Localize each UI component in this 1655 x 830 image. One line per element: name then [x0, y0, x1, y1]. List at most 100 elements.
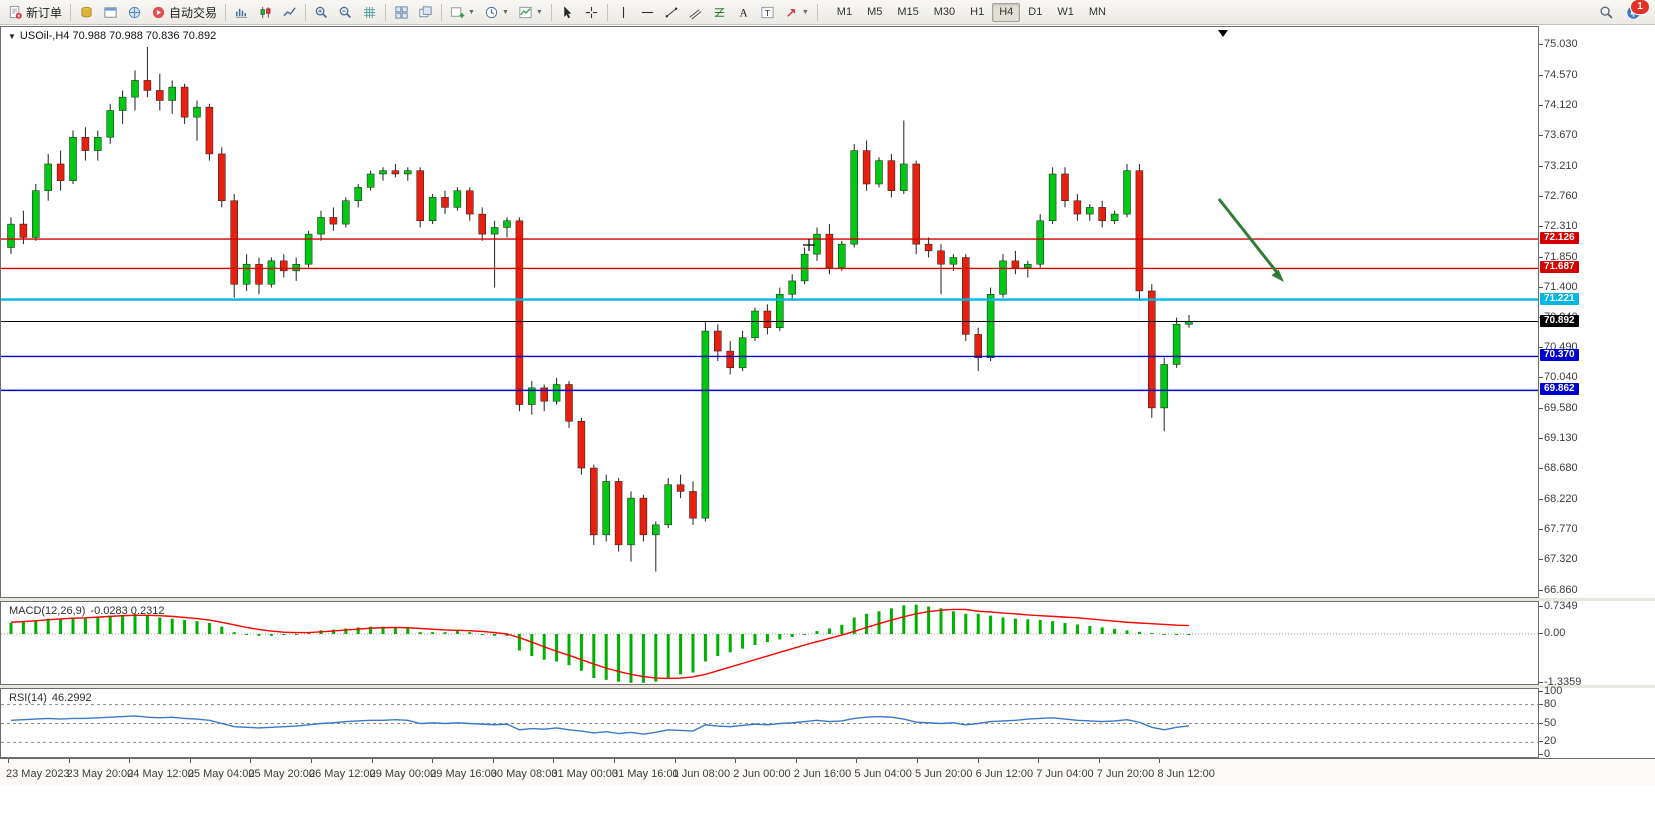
candle — [466, 187, 474, 221]
template-button[interactable]: ▼ — [514, 2, 547, 23]
macd-axis[interactable]: 0.7349 0.00 -1.3359 — [1539, 600, 1655, 688]
zoom-in-button[interactable] — [310, 2, 333, 23]
timeframe-h4[interactable]: H4 — [992, 2, 1021, 22]
notifications-button[interactable]: 1 — [1622, 0, 1650, 23]
macd-chart[interactable] — [1, 602, 1538, 684]
time-axis-tick — [674, 759, 676, 763]
rsi-axis[interactable]: 100 80 50 20 0 — [1539, 685, 1655, 760]
bar-chart-button[interactable] — [230, 2, 253, 23]
timeframe-d1[interactable]: D1 — [1021, 3, 1049, 22]
rsi-panel[interactable]: RSI(14) 46.2992 — [0, 688, 1539, 758]
price-axis-tick — [1539, 347, 1543, 349]
toolbar-separator — [305, 3, 307, 21]
toolbar-group: ▼ ▼ ▼ — [446, 2, 547, 23]
timeframe-mn[interactable]: MN — [1082, 3, 1113, 22]
candle-chart-button[interactable] — [254, 2, 277, 23]
candle — [714, 324, 722, 362]
candle — [962, 254, 970, 342]
candle — [404, 167, 412, 181]
line-chart-button[interactable] — [278, 2, 301, 23]
candle — [652, 521, 660, 572]
macd-panel[interactable]: MACD(12,26,9) -0.0283 0.2312 — [0, 601, 1539, 685]
time-axis-label: 7 Jun 04:00 — [1036, 768, 1094, 780]
candle — [552, 377, 561, 405]
crosshair-button[interactable] — [580, 2, 603, 23]
fibonacci-button[interactable] — [708, 2, 731, 23]
new-chart-button[interactable]: ▼ — [446, 2, 479, 23]
zoom-out-button[interactable] — [334, 2, 357, 23]
navigator-button[interactable] — [123, 2, 146, 23]
text-button[interactable]: A — [732, 2, 755, 23]
rsi-axis-label: 80 — [1544, 697, 1557, 710]
price-axis-tick — [1539, 468, 1543, 470]
search-icon — [1599, 5, 1614, 20]
timeframe-m1[interactable]: M1 — [830, 3, 859, 22]
trendline-button[interactable] — [660, 2, 683, 23]
time-axis-tick — [1038, 759, 1040, 763]
auto-trading-button[interactable]: 自动交易 — [147, 2, 221, 23]
candle — [528, 381, 536, 415]
time-axis-label: 23 May 20:00 — [66, 768, 134, 780]
candle — [887, 153, 896, 198]
timeframe-m30[interactable]: M30 — [927, 3, 962, 22]
price-axis-tick — [1539, 195, 1543, 197]
candle — [230, 194, 238, 298]
template-icon — [518, 5, 533, 20]
rsi-chart[interactable] — [1, 689, 1538, 757]
price-axis[interactable]: 75.030 74.570 74.120 73.670 73.210 72.760 72.3… — [1539, 26, 1655, 598]
search-button[interactable] — [1595, 2, 1618, 23]
chevron-down-icon: ▼ — [801, 8, 809, 16]
candle — [503, 217, 511, 238]
period-button[interactable]: ▼ — [480, 2, 513, 23]
candle — [94, 130, 102, 161]
bottom-spacer — [0, 785, 1655, 830]
toolbar-separator — [441, 3, 443, 21]
candle — [1172, 317, 1181, 368]
timeframe-h1[interactable]: H1 — [963, 3, 991, 22]
price-axis-tick — [1539, 286, 1543, 288]
vertical-line-button[interactable] — [612, 2, 635, 23]
cascade-windows-button[interactable] — [414, 2, 437, 23]
data-window-button[interactable] — [99, 2, 122, 23]
panel-splitter[interactable] — [0, 685, 1655, 688]
arrows-button[interactable]: ▼ — [780, 2, 813, 23]
candle — [924, 237, 933, 258]
navigator-icon — [127, 5, 142, 20]
candle — [1036, 214, 1044, 268]
time-axis-tick — [68, 759, 70, 763]
tile-windows-button[interactable] — [390, 2, 413, 23]
panel-splitter[interactable] — [0, 598, 1655, 601]
time-axis[interactable]: 23 May 2023 23 May 20:00 24 May 12:00 25 Ma… — [0, 758, 1655, 785]
macd-axis-label: 0.7349 — [1544, 600, 1578, 613]
main-chart-panel[interactable] — [0, 26, 1539, 598]
time-axis-label: 31 May 16:00 — [612, 768, 679, 780]
timeframe-m15[interactable]: M15 — [890, 3, 925, 22]
time-axis-tick — [1159, 759, 1161, 763]
rsi-axis-tick — [1539, 703, 1543, 705]
trend-arrow-annotation[interactable] — [1217, 198, 1284, 282]
candlestick-chart[interactable] — [1, 27, 1538, 597]
toolbar-group: 新订单 — [4, 2, 66, 23]
candle — [428, 194, 437, 225]
macd-axis-label: 0.00 — [1544, 627, 1566, 639]
price-axis-label: 72.310 — [1544, 219, 1578, 232]
cursor-button[interactable] — [556, 2, 579, 23]
candle — [1135, 163, 1144, 301]
channel-button[interactable] — [684, 2, 707, 23]
cross-marker[interactable] — [803, 239, 815, 251]
horizontal-line-button[interactable] — [636, 2, 659, 23]
candle — [676, 474, 685, 499]
timeframe-m5[interactable]: M5 — [860, 3, 889, 22]
grid-button[interactable] — [358, 2, 381, 23]
candle — [292, 257, 300, 281]
timeframe-w1[interactable]: W1 — [1050, 3, 1081, 22]
toolbar-group — [556, 2, 603, 23]
chevron-down-icon: ▼ — [501, 8, 509, 16]
market-watch-button[interactable] — [75, 2, 98, 23]
new-order-button[interactable]: 新订单 — [4, 2, 66, 23]
collapse-triangle-icon[interactable]: ▼ — [8, 31, 16, 41]
text-a-icon: A — [736, 5, 751, 20]
toolbar-separator — [606, 3, 608, 21]
macd-histogram — [9, 604, 1191, 683]
label-button[interactable]: T — [756, 2, 779, 23]
